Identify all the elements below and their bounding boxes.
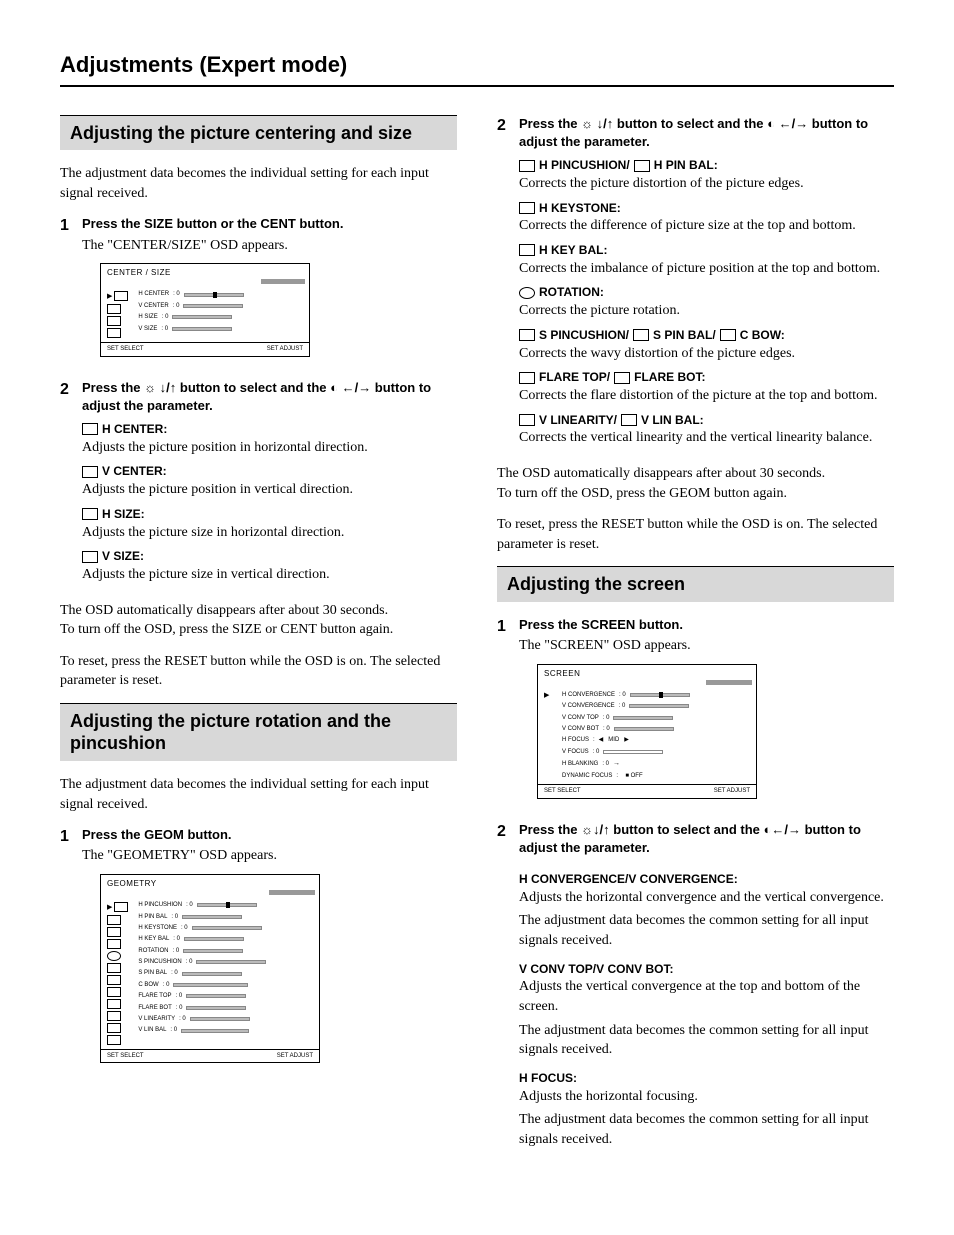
param-desc: Adjusts the picture position in vertical… (82, 480, 457, 500)
osd-title: GEOMETRY (101, 875, 319, 890)
param-desc: The adjustment data becomes the common s… (519, 1021, 894, 1060)
step-subtitle: The "GEOMETRY" OSD appears. (82, 846, 457, 866)
section-heading-rotation: Adjusting the picture rotation and the p… (60, 703, 457, 761)
h-size-icon (82, 508, 98, 520)
param-desc: Adjusts the horizontal focusing. (519, 1087, 894, 1107)
step-number: 2 (497, 115, 519, 452)
param-label: H SIZE: (102, 506, 145, 523)
flare-top-icon (519, 372, 535, 384)
step-subtitle: The "SCREEN" OSD appears. (519, 636, 894, 656)
note-text: The OSD automatically disappears after a… (497, 464, 894, 503)
c-bow-icon (720, 329, 736, 341)
h-center-icon (82, 423, 98, 435)
param-desc: Corrects the flare distortion of the pic… (519, 386, 894, 406)
param-label: H KEY BAL: (539, 242, 607, 259)
h-pincushion-icon (519, 160, 535, 172)
right-column: 2 Press the ☼ ↓/↑ button to select and t… (497, 115, 894, 1166)
param-label: H CONVERGENCE/V CONVERGENCE: (519, 871, 738, 888)
param-desc: The adjustment data becomes the common s… (519, 1110, 894, 1149)
h-key-bal-icon (519, 244, 535, 256)
param-label: V LINEARITY/ (539, 412, 617, 429)
step-number: 1 (60, 826, 82, 1075)
step-title: Press the ☼ ↓/↑ button to select and the… (519, 115, 894, 151)
osd-title: CENTER / SIZE (101, 264, 309, 279)
s-pincushion-icon (519, 329, 535, 341)
param-desc: Adjusts the picture size in horizontal d… (82, 523, 457, 543)
left-column: Adjusting the picture centering and size… (60, 115, 457, 1166)
param-label: H FOCUS: (519, 1070, 577, 1087)
param-desc: Corrects the vertical linearity and the … (519, 428, 894, 448)
param-desc: Adjusts the picture position in horizont… (82, 438, 457, 458)
v-linearity-icon (519, 414, 535, 426)
param-desc: Corrects the difference of picture size … (519, 216, 894, 236)
param-label: S PINCUSHION/ (539, 327, 629, 344)
intro-text: The adjustment data becomes the individu… (60, 164, 457, 203)
osd-center-size: CENTER / SIZE H CENTER : 0 V (100, 263, 310, 356)
section-heading-centering: Adjusting the picture centering and size (60, 115, 457, 151)
param-label: H CENTER: (102, 421, 167, 438)
osd-screen: SCREEN ▶ H CONVERGENCE : 0 V CONVERGENCE… (537, 664, 757, 799)
step-number: 2 (60, 379, 82, 589)
param-desc: Adjusts the picture size in vertical dir… (82, 565, 457, 585)
rotation-icon (519, 287, 535, 299)
step-title: Press the SCREEN button. (519, 616, 894, 634)
osd-title: SCREEN (538, 665, 756, 680)
step-number: 1 (60, 215, 82, 368)
param-label: V LIN BAL: (641, 412, 704, 429)
step-number: 2 (497, 821, 519, 1154)
v-size-icon (82, 551, 98, 563)
osd-geometry: GEOMETRY H PINCUSHION : 0 (100, 874, 320, 1063)
step-title: Press the SIZE button or the CENT button… (82, 215, 457, 233)
param-desc: Corrects the picture rotation. (519, 301, 894, 321)
param-label: H KEYSTONE: (539, 200, 621, 217)
param-desc: The adjustment data becomes the common s… (519, 911, 894, 950)
param-label: H PIN BAL: (654, 157, 718, 174)
param-label: FLARE BOT: (634, 369, 705, 386)
param-desc: Adjusts the horizontal convergence and t… (519, 888, 894, 908)
param-desc: Corrects the picture distortion of the p… (519, 174, 894, 194)
step-subtitle: The "CENTER/SIZE" OSD appears. (82, 236, 457, 256)
param-label: V CENTER: (102, 463, 167, 480)
param-desc: Adjusts the vertical convergence at the … (519, 977, 894, 1016)
param-desc: Corrects the imbalance of picture positi… (519, 259, 894, 279)
page-title: Adjustments (Expert mode) (60, 50, 894, 87)
v-center-icon (82, 466, 98, 478)
s-pin-bal-icon (633, 329, 649, 341)
param-label: ROTATION: (539, 284, 604, 301)
flare-bot-icon (614, 372, 630, 384)
note-text: To reset, press the RESET button while t… (60, 652, 457, 691)
step-number: 1 (497, 616, 519, 811)
step-title: Press the GEOM button. (82, 826, 457, 844)
h-pin-bal-icon (634, 160, 650, 172)
section-heading-screen: Adjusting the screen (497, 566, 894, 602)
param-label: H PINCUSHION/ (539, 157, 630, 174)
v-lin-bal-icon (621, 414, 637, 426)
note-text: To reset, press the RESET button while t… (497, 515, 894, 554)
intro-text: The adjustment data becomes the individu… (60, 775, 457, 814)
param-desc: Corrects the wavy distortion of the pict… (519, 344, 894, 364)
param-label: FLARE TOP/ (539, 369, 610, 386)
param-label: V CONV TOP/V CONV BOT: (519, 961, 673, 978)
h-keystone-icon (519, 202, 535, 214)
step-title: Press the ☼↓/↑ button to select and the … (519, 821, 894, 857)
step-title: Press the ☼ ↓/↑ button to select and the… (82, 379, 457, 415)
param-label: C BOW: (740, 327, 785, 344)
param-label: S PIN BAL/ (653, 327, 716, 344)
param-label: V SIZE: (102, 548, 144, 565)
note-text: The OSD automatically disappears after a… (60, 601, 457, 640)
